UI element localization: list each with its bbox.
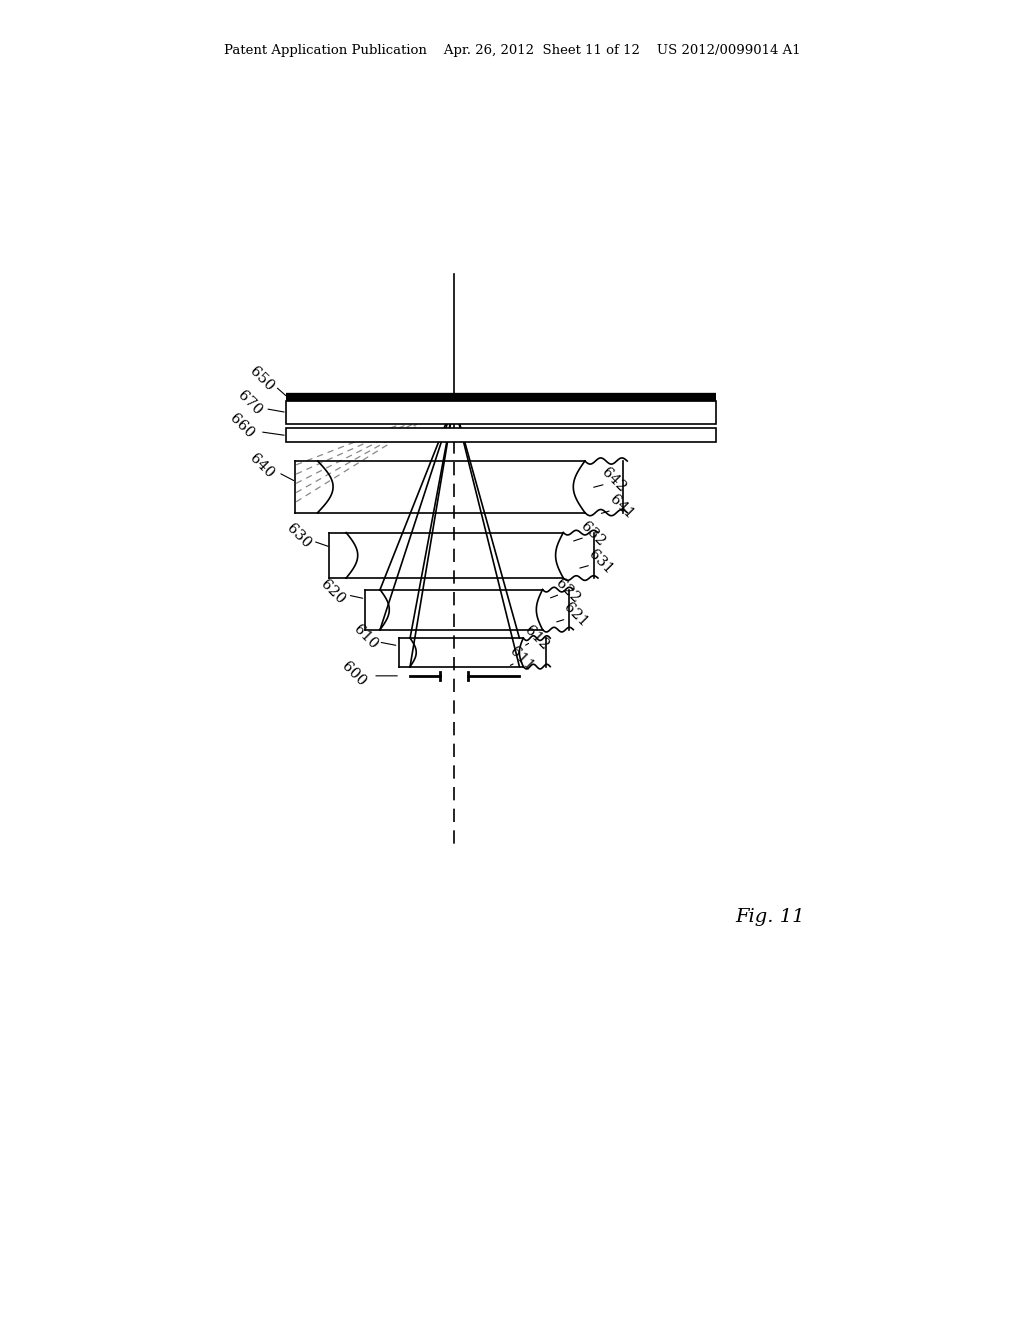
Text: 621: 621 (561, 601, 591, 630)
Text: 610: 610 (350, 623, 380, 652)
Text: Patent Application Publication    Apr. 26, 2012  Sheet 11 of 12    US 2012/00990: Patent Application Publication Apr. 26, … (223, 44, 801, 57)
Text: 650: 650 (247, 364, 276, 395)
Text: 642: 642 (599, 466, 629, 495)
Text: 600: 600 (339, 660, 369, 689)
Text: 612: 612 (522, 623, 552, 653)
Text: 660: 660 (227, 412, 257, 441)
Text: 670: 670 (236, 388, 265, 418)
Text: 630: 630 (284, 521, 313, 550)
Text: 631: 631 (586, 546, 615, 577)
Bar (286, 401, 716, 424)
Text: 622: 622 (553, 577, 583, 606)
Text: 611: 611 (507, 644, 537, 673)
Text: 640: 640 (247, 451, 276, 482)
Text: 632: 632 (578, 519, 607, 549)
Bar (286, 428, 716, 442)
Text: 641: 641 (607, 492, 637, 521)
Text: 620: 620 (318, 577, 348, 607)
Text: Fig. 11: Fig. 11 (735, 908, 805, 925)
